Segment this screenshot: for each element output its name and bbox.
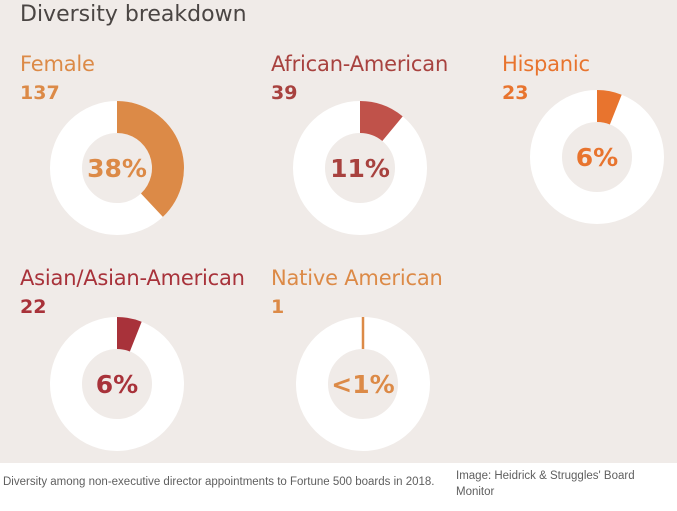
- pct-female: 38%: [87, 154, 147, 183]
- donut-slice-hispanic: [597, 90, 622, 125]
- image-credit: Image: Heidrick & Struggles' Board Monit…: [456, 470, 635, 498]
- donut-slice-female: [117, 101, 184, 217]
- label-african-american: African-American: [271, 52, 449, 76]
- donut-hispanic: 6%: [530, 90, 664, 224]
- donut-slice-african-american: [360, 101, 403, 142]
- donut-african-american: 11%: [293, 101, 427, 235]
- pct-native-american: <1%: [331, 370, 394, 399]
- pct-hispanic: 6%: [576, 143, 618, 172]
- count-asian-american: 22: [20, 296, 47, 318]
- donut-native-american: <1%: [296, 317, 430, 451]
- count-african-american: 39: [271, 82, 298, 104]
- label-hispanic: Hispanic: [502, 52, 590, 76]
- donut-asian-american: 6%: [50, 317, 184, 451]
- caption: Diversity among non-executive director a…: [3, 476, 435, 488]
- pct-african-american: 11%: [330, 154, 390, 183]
- count-female: 137: [20, 82, 60, 104]
- count-native-american: 1: [271, 296, 285, 318]
- label-female: Female: [20, 52, 95, 76]
- label-asian-american: Asian/Asian-American: [20, 266, 245, 290]
- donut-female: 38%: [50, 101, 184, 235]
- chart-panel: Diversity breakdown Female 137 38% Afric…: [0, 0, 677, 463]
- pct-asian-american: 6%: [96, 370, 138, 399]
- count-hispanic: 23: [502, 82, 529, 104]
- donut-slice-asian-american: [117, 317, 142, 352]
- chart-title: Diversity breakdown: [20, 2, 247, 27]
- label-native-american: Native American: [271, 266, 443, 290]
